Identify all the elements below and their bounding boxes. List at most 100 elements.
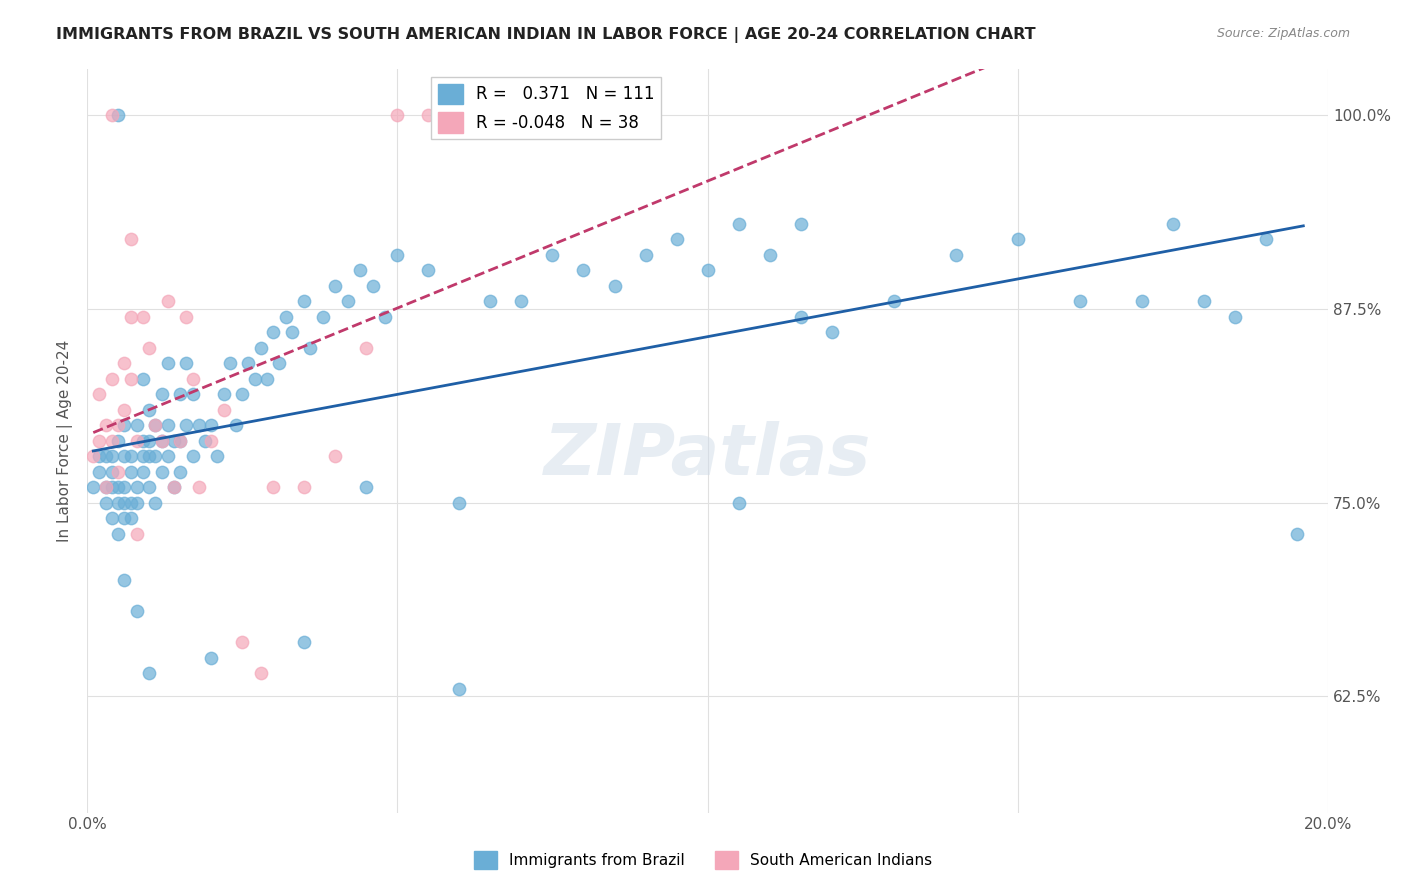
Legend: Immigrants from Brazil, South American Indians: Immigrants from Brazil, South American I… <box>468 845 938 875</box>
Point <box>101 434 124 448</box>
Point <box>418 263 440 277</box>
Point <box>181 387 204 401</box>
Point <box>945 247 967 261</box>
Point <box>292 293 315 308</box>
Point <box>112 402 135 417</box>
Point <box>101 480 124 494</box>
Point <box>101 108 124 122</box>
Point <box>323 449 346 463</box>
Point <box>101 371 124 385</box>
Point <box>112 356 135 370</box>
Point <box>758 247 780 261</box>
Point <box>150 434 173 448</box>
Point <box>262 480 284 494</box>
Point <box>479 293 502 308</box>
Point <box>449 681 471 696</box>
Point <box>125 480 148 494</box>
Point <box>789 217 811 231</box>
Point <box>250 666 273 681</box>
Point <box>150 387 173 401</box>
Point <box>200 650 222 665</box>
Text: IMMIGRANTS FROM BRAZIL VS SOUTH AMERICAN INDIAN IN LABOR FORCE | AGE 20-24 CORRE: IMMIGRANTS FROM BRAZIL VS SOUTH AMERICAN… <box>56 27 1036 43</box>
Point <box>138 402 160 417</box>
Point <box>176 417 198 432</box>
Point <box>94 449 117 463</box>
Point <box>143 417 166 432</box>
Point <box>336 293 359 308</box>
Point <box>883 293 905 308</box>
Point <box>603 278 626 293</box>
Point <box>292 480 315 494</box>
Point <box>449 495 471 509</box>
Point <box>243 371 266 385</box>
Point <box>176 310 198 324</box>
Point <box>89 465 111 479</box>
Point <box>269 356 291 370</box>
Point <box>156 356 179 370</box>
Point <box>163 480 186 494</box>
Point <box>138 449 160 463</box>
Point <box>132 434 155 448</box>
Point <box>156 293 179 308</box>
Point <box>299 341 322 355</box>
Point <box>218 356 240 370</box>
Point <box>231 387 253 401</box>
Point <box>187 480 209 494</box>
Point <box>101 511 124 525</box>
Point <box>94 417 117 432</box>
Point <box>138 434 160 448</box>
Point <box>696 263 718 277</box>
Point <box>250 341 273 355</box>
Point <box>200 417 222 432</box>
Point <box>125 495 148 509</box>
Point <box>125 434 148 448</box>
Point <box>120 465 142 479</box>
Point <box>256 371 278 385</box>
Point <box>94 480 117 494</box>
Point <box>387 247 409 261</box>
Point <box>238 356 260 370</box>
Point <box>225 417 247 432</box>
Point <box>665 232 688 246</box>
Point <box>361 278 384 293</box>
Point <box>262 325 284 339</box>
Point <box>312 310 335 324</box>
Point <box>281 325 304 339</box>
Point <box>107 480 129 494</box>
Point <box>138 666 160 681</box>
Point <box>194 434 217 448</box>
Point <box>231 635 253 649</box>
Point <box>120 495 142 509</box>
Point <box>89 449 111 463</box>
Point <box>150 434 173 448</box>
Point <box>107 526 129 541</box>
Point <box>1161 217 1184 231</box>
Point <box>821 325 844 339</box>
Point <box>132 465 155 479</box>
Point <box>120 511 142 525</box>
Point <box>200 434 222 448</box>
Point <box>94 495 117 509</box>
Point <box>789 310 811 324</box>
Point <box>1223 310 1246 324</box>
Point <box>163 480 186 494</box>
Point <box>212 402 235 417</box>
Point <box>120 310 142 324</box>
Point <box>125 417 148 432</box>
Point <box>120 232 142 246</box>
Point <box>727 495 749 509</box>
Point <box>150 465 173 479</box>
Y-axis label: In Labor Force | Age 20-24: In Labor Force | Age 20-24 <box>58 339 73 541</box>
Point <box>510 293 533 308</box>
Point <box>132 371 155 385</box>
Point <box>187 417 209 432</box>
Point <box>541 247 564 261</box>
Point <box>132 310 155 324</box>
Point <box>1192 293 1215 308</box>
Point <box>323 278 346 293</box>
Point <box>176 356 198 370</box>
Point <box>156 417 179 432</box>
Text: ZIPatlas: ZIPatlas <box>544 421 872 490</box>
Point <box>356 341 378 355</box>
Point <box>89 387 111 401</box>
